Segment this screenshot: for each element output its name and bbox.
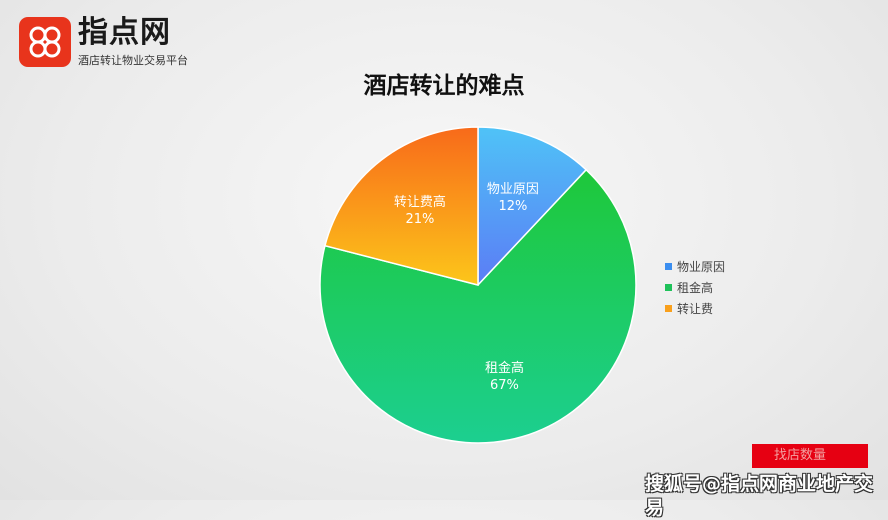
logo-name: 指点网 — [78, 15, 171, 50]
pie-slice — [324, 126, 479, 286]
logo-mark-icon — [19, 17, 71, 67]
slice-percent-label: 67% — [490, 378, 519, 393]
legend: 物业原因 租金高 转让费 — [665, 256, 725, 319]
logo-subtitle: 酒店转让物业交易平台 — [78, 54, 188, 67]
legend-swatch — [665, 263, 672, 270]
legend-swatch — [665, 284, 672, 291]
red-banner: 找店数量 — [752, 444, 868, 468]
slice-name-label: 租金高 — [485, 360, 524, 376]
slice-name-label: 物业原因 — [487, 182, 539, 197]
legend-swatch — [665, 305, 672, 312]
legend-item: 物业原因 — [665, 256, 725, 277]
slice-name-label: 转让费高 — [394, 194, 446, 210]
legend-label: 租金高 — [677, 281, 714, 295]
legend-item: 转让费 — [665, 298, 725, 319]
legend-label: 物业原因 — [677, 260, 726, 274]
pie-chart: 物业原因 12% 租金高 67% 转让费高 21% — [319, 126, 637, 444]
legend-item: 租金高 — [665, 277, 725, 298]
slice-percent-label: 21% — [405, 212, 434, 227]
slice-percent-label: 12% — [498, 199, 527, 214]
pie-slice — [477, 126, 588, 287]
logo: 指点网 酒店转让物业交易平台 — [19, 17, 188, 68]
chart-title: 酒店转让的难点 — [363, 73, 525, 99]
pie-slice — [319, 168, 637, 444]
watermark: 搜狐号@指点网商业地产交易 — [645, 473, 874, 519]
legend-label: 转让费 — [677, 302, 714, 316]
